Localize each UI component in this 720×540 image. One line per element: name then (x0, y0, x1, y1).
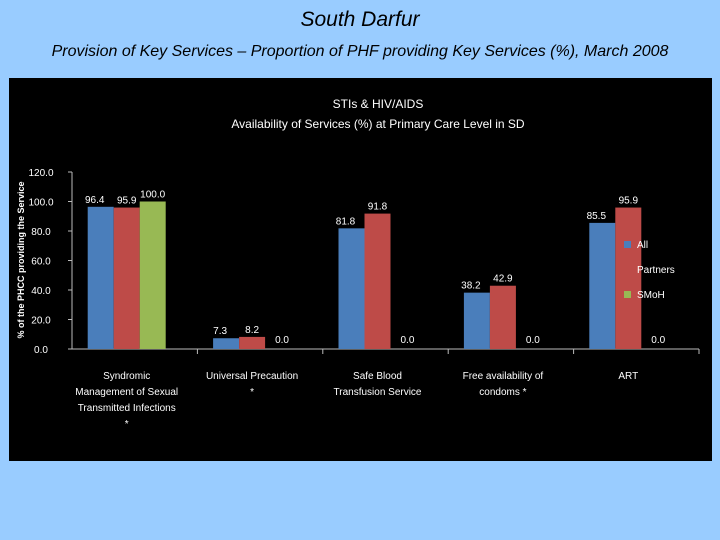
chart-title-line: Availability of Services (%) at Primary … (231, 117, 525, 131)
data-label: 8.2 (245, 325, 259, 336)
bar-partners-0 (113, 207, 140, 349)
y-tick-label: 100.0 (28, 198, 53, 209)
data-label: 7.3 (213, 326, 227, 337)
y-tick-label: 40.0 (31, 286, 51, 297)
bar-all-0 (87, 206, 114, 349)
legend-label-smoh: SMoH (637, 290, 665, 301)
bar-chart: STIs & HIV/AIDS Availability of Services … (16, 97, 700, 430)
data-label: 81.8 (336, 216, 356, 227)
category-label: condoms * (479, 387, 526, 398)
category-label: * (125, 419, 129, 430)
bar-smoh-0 (139, 201, 166, 349)
category-label: Transmitted Infections (78, 403, 176, 414)
bar-partners-2 (364, 213, 391, 349)
chart-title-line: STIs & HIV/AIDS (333, 97, 424, 111)
bar-all-1 (213, 338, 240, 349)
bar-all-2 (338, 228, 365, 349)
category-label: Syndromic (103, 371, 150, 382)
y-tick-label: 20.0 (31, 316, 51, 327)
category-label: Safe Blood (353, 371, 402, 382)
bar-partners-4 (615, 207, 642, 349)
category-label: Universal Precaution (206, 371, 298, 382)
data-label: 100.0 (140, 190, 165, 201)
y-tick-label: 80.0 (31, 227, 51, 238)
y-tick-label: 0.0 (34, 345, 48, 356)
data-label: 96.4 (85, 195, 105, 206)
data-label: 42.9 (493, 274, 513, 285)
bar-all-4 (589, 222, 616, 349)
y-axis-label: % of the PHCC providing the Service (16, 181, 26, 338)
bar-all-3 (463, 292, 490, 349)
category-label: ART (618, 371, 638, 382)
legend-swatch-all (624, 241, 631, 248)
legend-swatch-partners (624, 266, 631, 273)
category-label: Free availability of (463, 371, 544, 382)
legend-label-partners: Partners (637, 265, 675, 276)
data-label: 0.0 (526, 335, 540, 346)
y-tick-label: 60.0 (31, 257, 51, 268)
category-label: Transfusion Service (334, 387, 422, 398)
data-label: 85.5 (587, 211, 607, 222)
data-label: 91.8 (368, 202, 388, 213)
data-label: 95.9 (117, 196, 137, 207)
slide-subtitle: Provision of Key Services – Proportion o… (51, 43, 669, 60)
legend-label-all: All (637, 240, 648, 251)
category-label: * (250, 387, 254, 398)
data-label: 95.9 (619, 196, 639, 207)
category-label: Management of Sexual (75, 387, 178, 398)
chart-panel: STIs & HIV/AIDS Availability of Services … (9, 78, 712, 461)
legend-swatch-smoh (624, 291, 631, 298)
slide-title: South Darfur (300, 8, 420, 31)
y-tick-label: 120.0 (28, 168, 53, 179)
data-label: 0.0 (651, 335, 665, 346)
bar-partners-1 (239, 336, 266, 349)
data-label: 38.2 (461, 281, 481, 292)
data-label: 0.0 (401, 335, 415, 346)
bar-partners-3 (489, 285, 516, 349)
data-label: 0.0 (275, 335, 289, 346)
